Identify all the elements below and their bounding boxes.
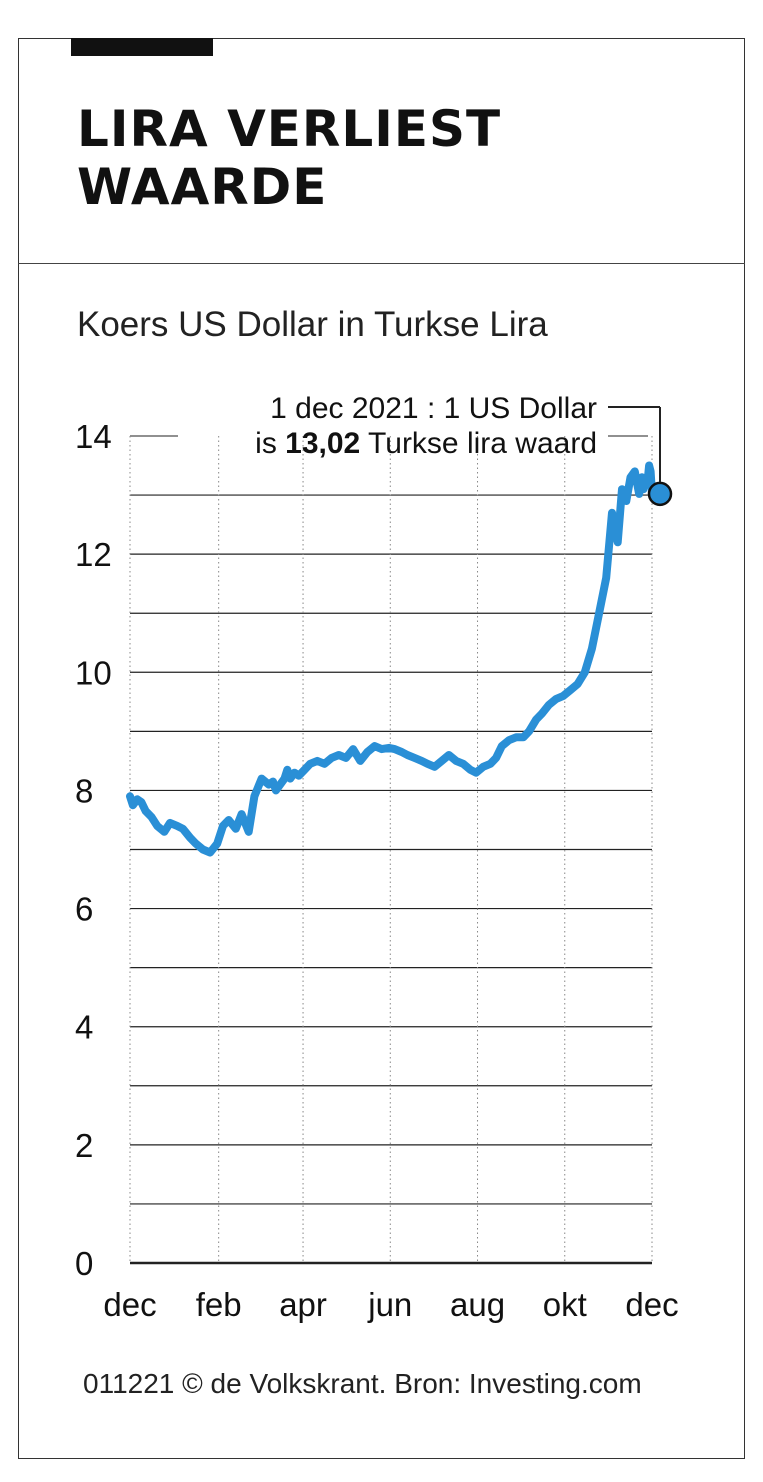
header-divider [18, 263, 745, 264]
annotation-prefix: is [255, 427, 285, 460]
chart-grid [129, 435, 653, 1265]
chart-title: LIRA VERLIEST WAARDE [77, 100, 501, 216]
chart-series [126, 461, 656, 857]
chart-annotation: 1 dec 2021 : 1 US Dollar is 13,02 Turkse… [255, 392, 673, 507]
y-tick-label: 12 [75, 536, 112, 573]
x-tick-label: dec [625, 1286, 678, 1323]
chart-frame [18, 38, 745, 1459]
y-tick-label: 10 [75, 654, 112, 691]
y-tick-label: 8 [75, 772, 93, 809]
chart-title-line-1: LIRA VERLIEST [77, 100, 502, 158]
x-tick-label: apr [279, 1286, 327, 1323]
series-line [126, 461, 656, 857]
y-tick-label: 0 [75, 1245, 93, 1282]
x-axis-ticks: dec feb apr jun aug okt dec [103, 1286, 678, 1323]
last-value-marker [647, 481, 673, 507]
annotation-suffix: Turkse lira waard [360, 427, 597, 460]
y-tick-label: 4 [75, 1009, 93, 1046]
chart-title-line-2: WAARDE [77, 158, 328, 216]
y-tick-label: 2 [75, 1127, 93, 1164]
y-tick-label: 14 [75, 418, 112, 455]
y-tick-label: 6 [75, 891, 93, 928]
chart-subtitle: Koers US Dollar in Turkse Lira [77, 305, 548, 344]
header-accent-bar [71, 38, 213, 56]
x-tick-label: jun [367, 1286, 412, 1323]
x-tick-label: feb [196, 1286, 242, 1323]
annotation-value: 13,02 [285, 427, 360, 460]
x-tick-label: aug [450, 1286, 505, 1323]
y-axis-ticks: 0 2 4 6 8 10 12 14 [75, 418, 112, 1282]
x-tick-label: okt [543, 1286, 587, 1323]
annotation-line-1: 1 dec 2021 : 1 US Dollar [270, 392, 597, 425]
x-tick-label: dec [103, 1286, 156, 1323]
source-credit: 011221 © de Volkskrant. Bron: Investing.… [83, 1368, 642, 1399]
annotation-line-2: is 13,02 Turkse lira waard [255, 427, 597, 460]
